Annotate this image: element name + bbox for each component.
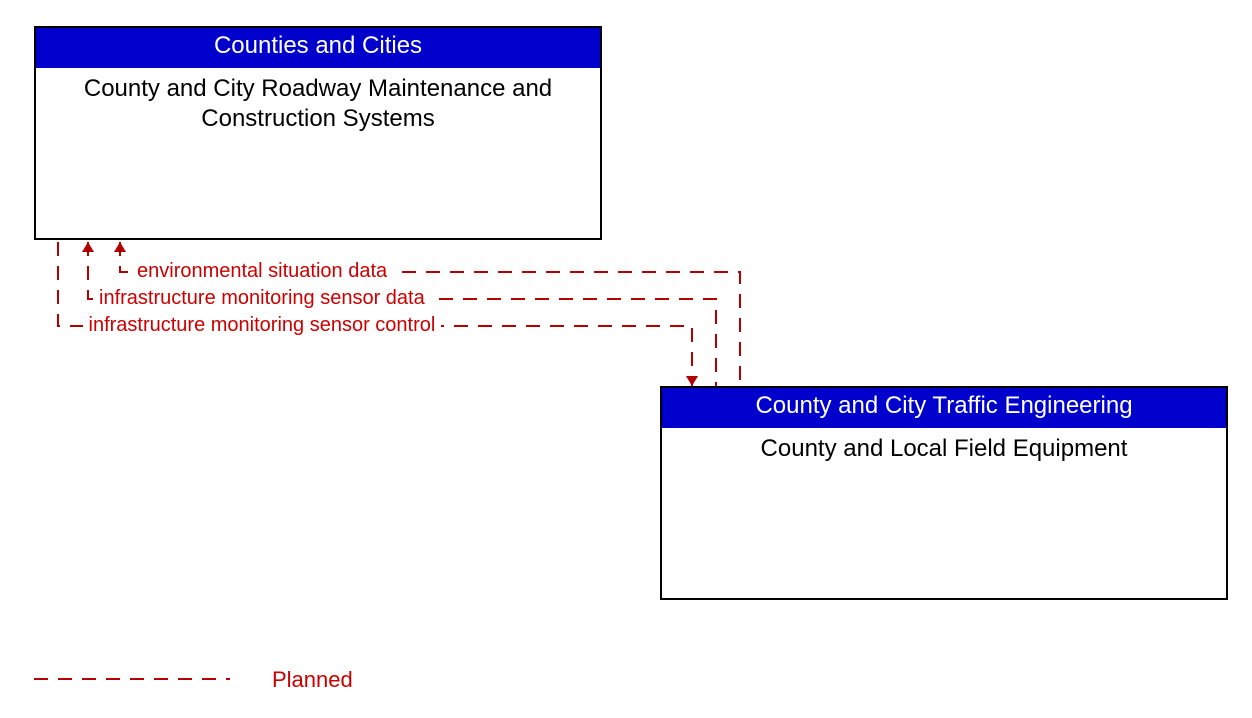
diagram-canvas: Counties and Cities County and City Road… bbox=[0, 0, 1252, 718]
legend-planned-line bbox=[0, 0, 1252, 718]
legend-planned-label: Planned bbox=[272, 667, 353, 693]
